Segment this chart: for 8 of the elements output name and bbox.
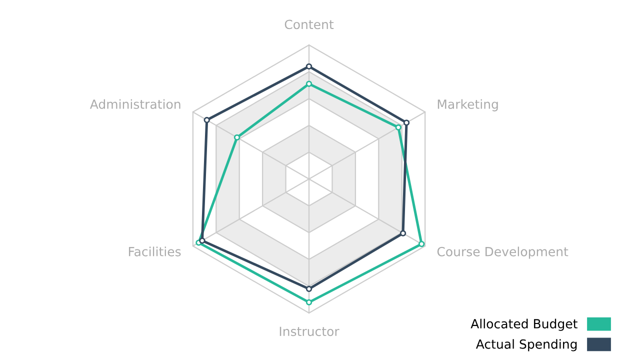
legend-label: Actual Spending <box>476 339 577 352</box>
legend-label: Allocated Budget <box>470 318 578 331</box>
spoke-label: Content <box>284 20 334 30</box>
spoke-label: Course Development <box>437 246 568 259</box>
spoke-label: Instructor <box>280 326 340 336</box>
spoke-label: Facilities <box>128 246 181 256</box>
spoke-label: Marketing <box>438 99 498 112</box>
spoke-label: Administration <box>90 99 180 109</box>
